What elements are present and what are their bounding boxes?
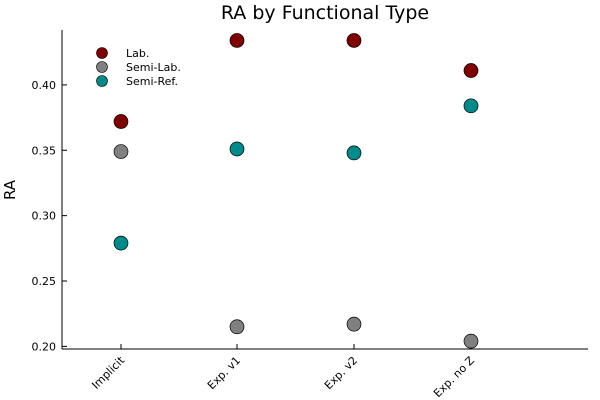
y-ticks: 0.20 0.25 0.30 0.35 0.40 <box>32 79 67 353</box>
legend-label: Semi-Ref. <box>126 75 178 88</box>
x-tick-label: Exp. v1 <box>205 354 243 392</box>
legend: Lab.Semi-Lab.Semi-Ref. <box>96 47 181 88</box>
x-tick-label: Implicit <box>89 353 127 391</box>
data-point <box>113 114 129 129</box>
data-points <box>113 33 479 349</box>
x-tick-label: Exp. v2 <box>322 354 360 392</box>
data-point <box>346 33 362 48</box>
chart-title: RA by Functional Type <box>221 2 429 24</box>
legend-label: Lab. <box>126 47 149 60</box>
y-tick-label: 0.20 <box>32 340 57 353</box>
data-point <box>463 98 479 114</box>
data-point <box>463 333 479 349</box>
y-tick-label: 0.30 <box>32 210 57 223</box>
data-point <box>229 33 245 48</box>
data-point <box>229 141 245 157</box>
x-ticks: Implicit Exp. v1 Exp. v2 Exp. no Z <box>89 344 477 400</box>
legend-marker <box>96 47 108 59</box>
legend-marker <box>96 75 108 87</box>
data-point <box>113 235 129 251</box>
data-point <box>463 63 479 78</box>
y-tick-label: 0.35 <box>32 144 57 157</box>
y-tick-label: 0.25 <box>32 275 57 288</box>
data-point <box>229 319 245 335</box>
legend-label: Semi-Lab. <box>126 61 181 74</box>
x-tick-label: Exp. no Z <box>431 354 477 400</box>
data-point <box>346 145 362 161</box>
data-point <box>113 144 129 159</box>
y-tick-label: 0.40 <box>32 79 57 92</box>
y-axis-label: RA <box>1 179 19 200</box>
data-point <box>346 316 362 332</box>
legend-marker <box>96 61 108 73</box>
